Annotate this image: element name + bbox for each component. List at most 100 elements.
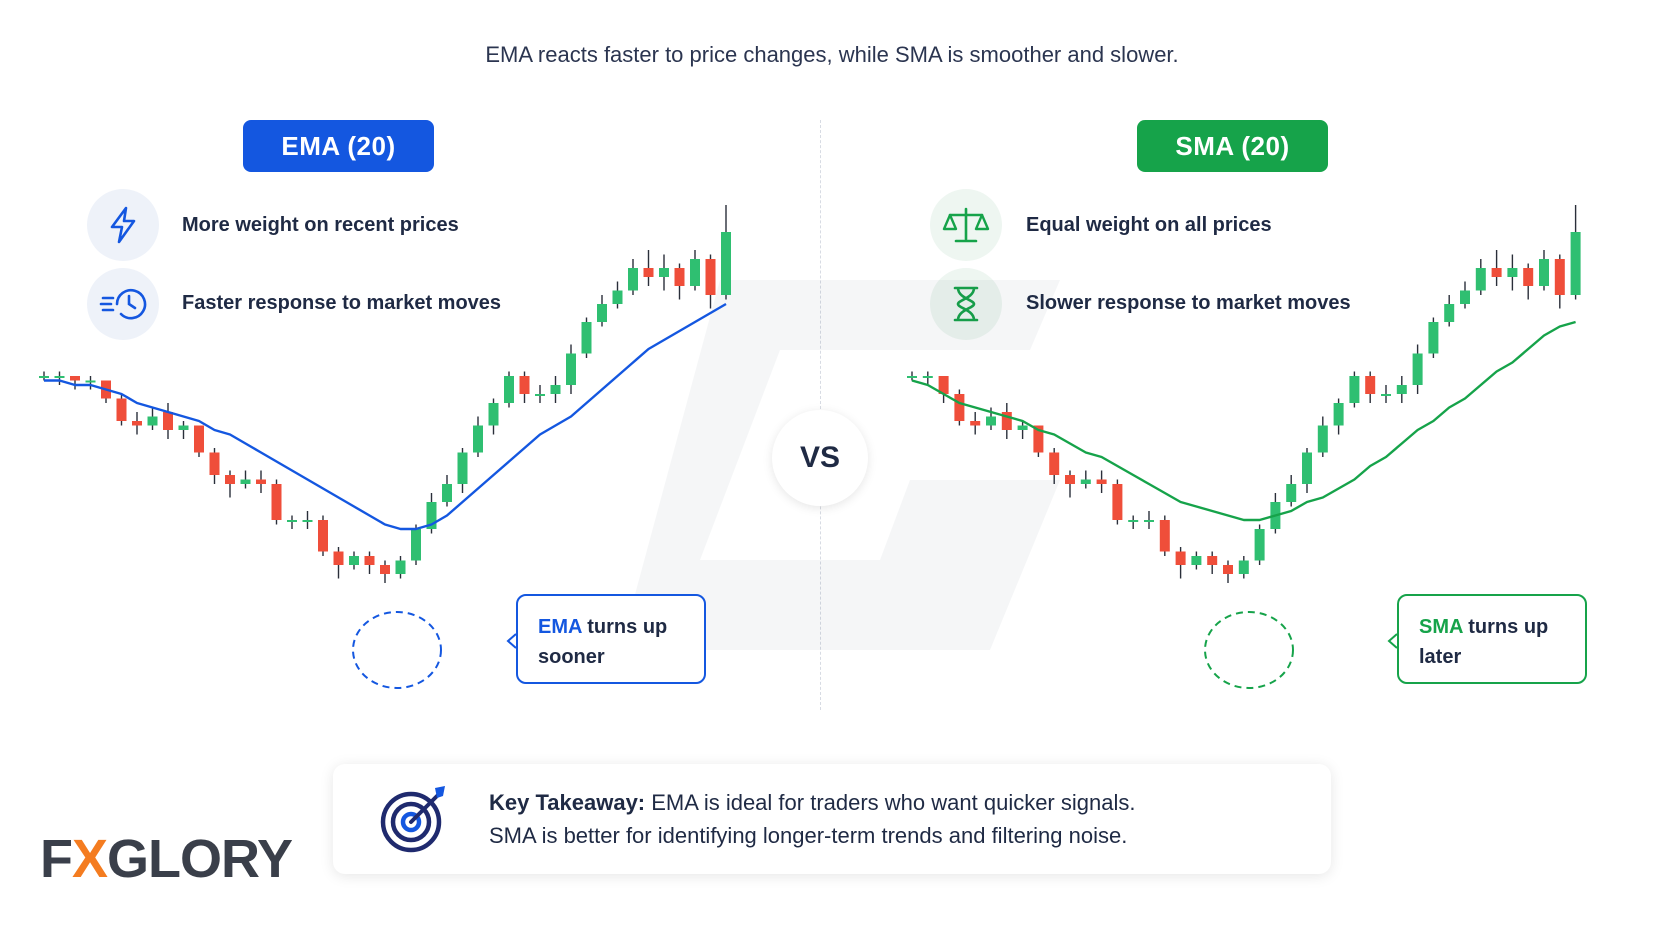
ema-candle	[473, 425, 483, 453]
sma-feature-response: Slower response to market moves	[1026, 292, 1351, 314]
sma-candle	[1381, 394, 1391, 396]
sma-callout-pointer	[1387, 633, 1398, 649]
ema-callout-rest: turns up	[581, 616, 668, 638]
logo-part2: GLORY	[107, 829, 293, 889]
sma-candle	[1191, 556, 1202, 565]
sma-candle	[1049, 452, 1060, 475]
sma-candle	[1333, 403, 1344, 426]
sma-candle	[1491, 268, 1502, 277]
sma-candle	[1096, 479, 1107, 484]
sma-candle	[1144, 520, 1154, 522]
sma-badge: SMA (20)	[1137, 120, 1328, 172]
ema-candle	[504, 376, 514, 403]
ema-candle	[287, 520, 297, 522]
sma-candle	[1317, 425, 1328, 453]
ema-candle	[705, 259, 716, 295]
sma-candle	[1017, 425, 1028, 430]
ema-line	[44, 302, 727, 531]
ema-badge: EMA (20)	[243, 120, 434, 172]
sma-callout-line2: later	[1419, 646, 1462, 668]
ema-candle	[690, 259, 700, 286]
sma-candle	[1396, 385, 1407, 394]
sma-candle	[1207, 556, 1218, 565]
sma-candle	[1554, 259, 1565, 295]
ema-candle	[612, 290, 623, 304]
ema-candle	[535, 394, 545, 396]
sma-candle	[1539, 259, 1549, 286]
takeaway-line1: EMA is ideal for traders who want quicke…	[645, 790, 1136, 815]
sma-callout: SMA turns up later	[1397, 594, 1587, 684]
sma-candle	[938, 376, 949, 394]
ema-candle	[659, 268, 669, 277]
ema-candle	[643, 268, 654, 277]
sma-callout-highlight: SMA	[1419, 616, 1463, 638]
sma-candle	[970, 421, 981, 426]
ema-candle	[194, 425, 204, 453]
hourglass-icon	[930, 268, 1002, 340]
ema-candle	[54, 376, 65, 378]
vs-label: VS	[772, 410, 868, 506]
sma-candle	[986, 416, 996, 426]
sma-candle	[1412, 353, 1423, 385]
ema-candle	[721, 232, 731, 295]
ema-candle	[488, 403, 499, 426]
takeaway-line2: SMA is better for identifying longer-ter…	[489, 823, 1128, 848]
sma-turn-circle	[1204, 611, 1294, 689]
ema-candle	[333, 551, 344, 565]
ema-candle	[550, 385, 561, 394]
ema-candle	[318, 520, 328, 552]
ema-candle	[380, 565, 390, 574]
sma-line	[911, 320, 1576, 522]
sma-candle	[1349, 376, 1360, 403]
ema-candle	[163, 412, 173, 430]
takeaway-text: Key Takeaway: EMA is ideal for traders w…	[489, 786, 1309, 852]
logo-accent: X	[72, 829, 108, 889]
sma-candle	[1159, 520, 1170, 552]
sma-candle	[1428, 322, 1439, 354]
logo-part1: F	[40, 829, 73, 889]
sma-candle	[1112, 484, 1123, 520]
sma-candle	[1254, 529, 1265, 561]
takeaway-label: Key Takeaway:	[489, 790, 646, 815]
sma-candle	[1065, 475, 1075, 484]
ema-turn-circle	[352, 611, 442, 689]
ema-candle	[70, 376, 80, 381]
ema-candle	[225, 475, 235, 484]
ema-callout-highlight: EMA	[538, 616, 582, 638]
clock-speed-icon	[87, 268, 159, 340]
ema-candle	[411, 529, 421, 561]
sma-candle	[954, 394, 965, 421]
ema-candle	[240, 479, 251, 484]
ema-candle	[364, 556, 375, 565]
ema-callout-line2: sooner	[538, 646, 605, 668]
brand-logo: FXGLORY	[40, 828, 293, 890]
watermark-logo	[620, 280, 1060, 650]
ema-candle	[442, 484, 452, 502]
ema-candle	[256, 479, 266, 484]
ema-candle	[628, 268, 638, 291]
sma-candle	[1001, 412, 1012, 430]
ema-callout-pointer	[506, 633, 517, 649]
sma-candle	[1302, 452, 1312, 484]
ema-candle	[581, 322, 592, 354]
ema-candle	[209, 452, 220, 475]
target-icon	[379, 784, 453, 859]
sma-callout-rest: turns up	[1462, 616, 1549, 638]
sma-candle	[1475, 268, 1486, 291]
sma-candle	[1444, 304, 1455, 322]
ema-candle	[132, 421, 142, 426]
sma-candle	[1507, 268, 1518, 277]
sma-candle	[1523, 268, 1534, 286]
page-subtitle: EMA reacts faster to price changes, whil…	[485, 42, 1179, 67]
ema-candle	[597, 304, 607, 322]
ema-feature-weight: More weight on recent prices	[182, 214, 459, 236]
ema-candle	[519, 376, 530, 394]
sma-candle	[1365, 376, 1376, 394]
ema-candle	[271, 484, 282, 520]
sma-candle	[1238, 560, 1249, 574]
ema-candle	[85, 380, 96, 383]
lightning-icon	[87, 189, 159, 261]
ema-callout: EMA turns up sooner	[516, 594, 706, 684]
key-takeaway-box: Key Takeaway: EMA is ideal for traders w…	[333, 764, 1331, 874]
